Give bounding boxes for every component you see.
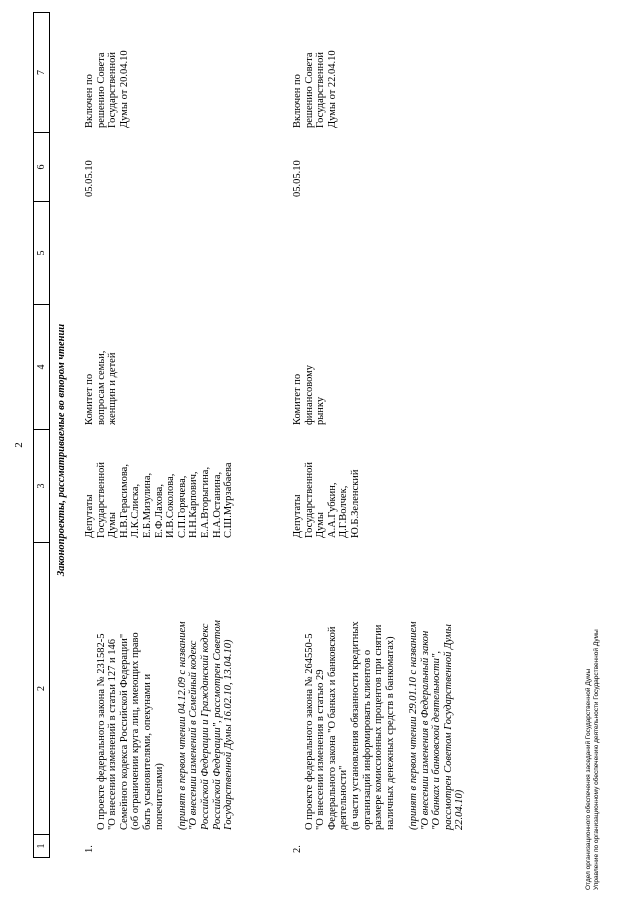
bill-description: О проекте федерального закона № 231582-5…	[95, 632, 165, 830]
header-col-2: 2	[34, 542, 49, 834]
bill-note: (принят в первом чтении 04.12.09 с назва…	[176, 620, 235, 830]
bill-title: О проекте федерального закона № 231582-5…	[84, 540, 235, 830]
row-number: 2.	[292, 845, 303, 853]
header-col-3: 3	[34, 429, 49, 542]
table-header-row: 1 2 3 4 5 6 7	[33, 12, 50, 858]
bill-title: О проекте федерального закона № 264550-5…	[292, 540, 466, 830]
row-number: 1.	[84, 845, 95, 853]
header-col-5: 5	[34, 201, 49, 304]
header-col-6: 6	[34, 132, 49, 201]
header-col-1: 1	[34, 834, 49, 857]
header-col-7: 7	[36, 70, 47, 75]
bill-authors: Депутаты Государственной Думы Н.В.Гераси…	[84, 462, 235, 538]
footer-department: Отдел организационного обеспечения засед…	[585, 668, 592, 890]
footer-directorate: Управление по организационному обеспечен…	[593, 629, 600, 890]
responsible-committee: Комитет по финансовому рынку	[292, 364, 327, 425]
header-col-4: 4	[34, 304, 49, 429]
bill-note: (принят в первом чтении 29.01.10 с назва…	[407, 621, 466, 830]
review-date: 05.05.10	[292, 160, 303, 197]
footer: Отдел организационного обеспечения засед…	[585, 629, 601, 890]
inclusion-decision: Включен по решению Совета Государственно…	[292, 50, 338, 128]
bill-description: О проекте федерального закона № 264550-5…	[303, 621, 396, 830]
section-title: Законопроекты, рассматриваемые во втором…	[56, 323, 67, 577]
responsible-committee: Комитет по вопросам семьи, женщин и дете…	[84, 350, 119, 425]
page-number: 2	[13, 442, 25, 448]
review-date: 05.05.10	[84, 160, 95, 197]
bill-authors: Депутаты Государственной Думы А.А.Губкин…	[292, 462, 361, 538]
inclusion-decision: Включен по решению Совета Государственно…	[84, 50, 130, 128]
